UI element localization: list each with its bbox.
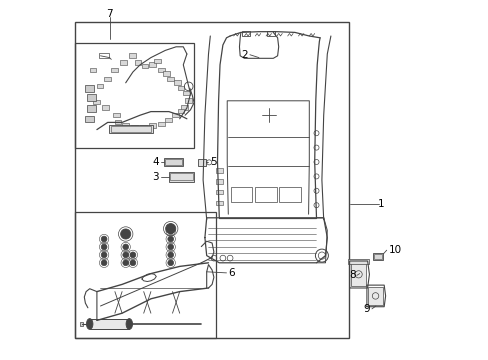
Circle shape (121, 229, 130, 239)
Circle shape (101, 244, 107, 250)
Bar (158, 68, 164, 72)
Text: 8: 8 (348, 270, 355, 280)
Bar (75, 43, 194, 148)
Bar (113, 113, 120, 117)
Bar (374, 254, 382, 259)
Circle shape (122, 244, 128, 250)
Circle shape (167, 236, 173, 242)
Text: 3: 3 (152, 172, 159, 182)
Bar (163, 71, 170, 76)
Bar (87, 94, 96, 101)
Bar (75, 22, 348, 338)
Bar (183, 91, 189, 95)
Bar (255, 187, 276, 202)
Bar (167, 77, 173, 81)
Circle shape (122, 252, 128, 258)
Text: 7: 7 (106, 9, 113, 19)
Bar (230, 187, 252, 202)
Bar (120, 60, 126, 65)
Bar (174, 80, 181, 85)
Bar (215, 201, 223, 205)
Bar (109, 125, 152, 133)
Bar (102, 105, 108, 110)
Bar (266, 31, 274, 36)
Circle shape (167, 252, 173, 258)
Text: 10: 10 (387, 245, 401, 255)
Bar (163, 158, 183, 166)
Bar (347, 259, 368, 264)
Bar (164, 159, 182, 165)
Bar (111, 68, 118, 72)
Bar (131, 125, 137, 130)
Bar (178, 109, 184, 113)
Bar (181, 105, 187, 110)
Circle shape (101, 252, 107, 258)
Bar (165, 118, 171, 122)
Bar (185, 98, 191, 103)
Ellipse shape (86, 319, 93, 329)
Bar (367, 287, 382, 305)
Circle shape (165, 224, 175, 234)
Bar (104, 77, 110, 81)
Bar (89, 68, 96, 72)
Ellipse shape (126, 319, 132, 329)
Bar (149, 123, 155, 128)
Text: 1: 1 (377, 199, 384, 210)
Circle shape (130, 260, 136, 266)
Bar (80, 322, 83, 326)
Bar (350, 263, 366, 286)
Bar (134, 60, 141, 65)
Bar (122, 123, 128, 128)
Circle shape (167, 244, 173, 250)
Bar (129, 53, 136, 58)
Bar (85, 85, 94, 92)
Bar (87, 105, 96, 112)
Bar (242, 31, 250, 36)
Text: 5: 5 (210, 157, 217, 167)
Circle shape (130, 252, 136, 258)
Bar (178, 86, 184, 90)
Circle shape (101, 260, 107, 266)
Bar (215, 168, 223, 173)
Bar (111, 126, 151, 132)
Bar (149, 62, 155, 67)
Bar (115, 120, 121, 124)
Bar (99, 53, 109, 58)
Bar (158, 122, 164, 126)
Circle shape (167, 228, 173, 234)
Text: 6: 6 (228, 268, 234, 278)
Bar (279, 187, 300, 202)
Bar (75, 212, 215, 338)
Bar (172, 113, 179, 117)
Bar (140, 125, 146, 130)
Circle shape (167, 260, 173, 266)
Bar (168, 172, 194, 182)
Bar (373, 253, 383, 260)
Bar (170, 173, 192, 180)
Bar (215, 179, 223, 184)
Text: 4: 4 (152, 157, 159, 167)
Circle shape (122, 260, 128, 266)
Bar (93, 100, 100, 104)
Bar (197, 159, 205, 166)
Text: 9: 9 (363, 304, 370, 314)
Circle shape (101, 236, 107, 242)
Bar (97, 84, 103, 88)
Bar (154, 59, 161, 63)
Bar (89, 319, 129, 329)
Bar (85, 116, 94, 122)
Bar (215, 190, 223, 194)
Text: 2: 2 (241, 50, 247, 60)
Bar (142, 64, 148, 68)
